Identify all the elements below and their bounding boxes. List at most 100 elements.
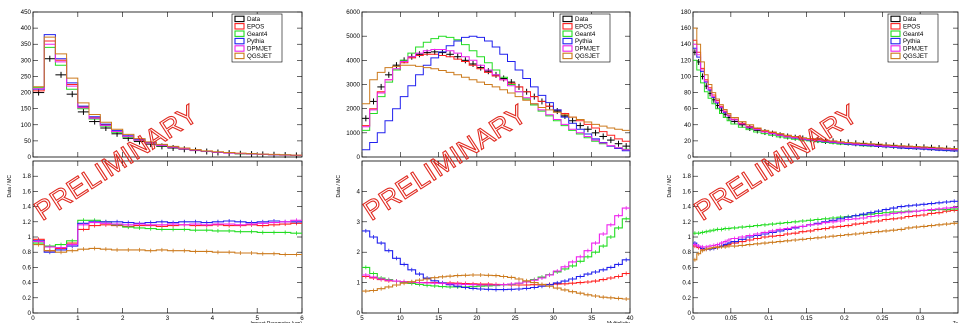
- legend-swatch-dpmjet: [890, 45, 901, 52]
- legend-swatch-epos: [890, 23, 901, 30]
- ratio-ytick-label: 1.4: [22, 204, 31, 211]
- legend-swatch-dpmjet: [234, 45, 245, 52]
- top-ytick-label: 80: [684, 90, 691, 97]
- top-ytick-label: 4000: [346, 57, 360, 64]
- ratio-geant4-line: [693, 208, 958, 234]
- legend-label-geant4: Geant4: [903, 31, 924, 38]
- preliminary-watermark: PRELIMINARY: [689, 99, 863, 227]
- ratio-ytick-label: 1.6: [682, 188, 691, 195]
- top-ytick-label: 140: [681, 41, 692, 48]
- legend-swatch-data: [890, 15, 901, 23]
- series-qgsjet-line: [362, 64, 630, 131]
- top-ytick-label: 0: [688, 154, 692, 161]
- legend-label-epos: EPOS: [575, 23, 592, 30]
- legend-label-data: Data: [247, 16, 261, 23]
- top-ytick-label: 60: [684, 106, 691, 113]
- top-ytick-label: 20: [684, 138, 691, 145]
- ratio-qgsjet-line: [33, 244, 302, 256]
- xtick-label: 0.3: [916, 315, 925, 322]
- top-ytick-label: 2000: [346, 106, 360, 113]
- legend-label-geant4: Geant4: [247, 31, 268, 38]
- top-ytick-label: 180: [681, 9, 692, 16]
- series-dpmjet-line: [362, 49, 630, 151]
- ratio-dpmjet-line: [33, 219, 302, 249]
- xtick-label: 30: [550, 315, 557, 322]
- top-ytick-label: 5000: [346, 33, 360, 40]
- impact-parameter-chart: 05010015020025030035040045000.20.40.60.8…: [7, 9, 304, 323]
- xtick-label: 0.15: [801, 315, 814, 322]
- top-ytick-label: 1000: [346, 130, 360, 137]
- legend-swatch-geant4: [890, 30, 901, 37]
- top-ytick-label: 6000: [346, 9, 360, 16]
- legend-swatch-data: [234, 15, 245, 23]
- legend-swatch-dpmjet: [562, 45, 573, 52]
- xtick-label: 35: [588, 315, 595, 322]
- top-ytick-label: 400: [21, 25, 32, 32]
- ratio-ytick-label: 1: [688, 234, 692, 241]
- xtick-label: 0.25: [876, 315, 889, 322]
- legend-swatch-pythia: [562, 37, 573, 45]
- top-ytick-label: 100: [681, 73, 692, 80]
- ratio-ytick-label: 1.8: [682, 173, 691, 180]
- legend-label-pythia: Pythia: [903, 38, 921, 45]
- legend-label-data: Data: [575, 16, 589, 23]
- third-chart: 0 20 40 60 80 100 120 140 160 180 0 0.2 0.4 0.6 0.8 1 1.…: [667, 9, 959, 323]
- top-ytick-label: 300: [21, 57, 32, 64]
- ratio-ytick-label: 2: [357, 249, 361, 256]
- legend-label-dpmjet: DPMJET: [575, 46, 600, 53]
- ratio-y-axis-title: Data / MC: [667, 175, 673, 198]
- legend-swatch-qgsjet: [562, 52, 573, 60]
- xtick-label: 2: [121, 315, 125, 322]
- ratio-dpmjet-line: [693, 206, 958, 248]
- ratio-ytick-label: 0.8: [682, 249, 691, 256]
- legend-label-qgsjet: QGSJET: [575, 53, 600, 60]
- ratio-frame: [361, 160, 631, 314]
- xtick-label: 5: [255, 315, 259, 322]
- ratio-ytick-label: 1.2: [22, 219, 31, 226]
- preliminary-watermark: PRELIMINARY: [29, 99, 203, 227]
- top-ytick-label: 50: [24, 138, 31, 145]
- x-axis-title: Ta: [953, 321, 959, 323]
- top-ytick-label: 200: [21, 90, 32, 97]
- xtick-label: 0.05: [725, 315, 738, 322]
- ratio-qgsjet-line: [362, 274, 630, 300]
- legend-label-qgsjet: QGSJET: [247, 53, 272, 60]
- ratio-ytick-label: 1: [357, 280, 361, 287]
- legend-label-epos: EPOS: [247, 23, 264, 30]
- ratio-qgsjet-line: [693, 222, 958, 261]
- legend-swatch-qgsjet: [890, 52, 901, 60]
- preliminary-watermark: PRELIMINARY: [358, 99, 532, 227]
- xtick-label: 5: [360, 315, 364, 322]
- legend-label-dpmjet: DPMJET: [247, 46, 272, 53]
- xtick-label: 0: [691, 315, 695, 322]
- xtick-label: 10: [397, 315, 404, 322]
- xtick-label: 20: [473, 315, 480, 322]
- legend-swatch-qgsjet: [234, 52, 245, 60]
- legend-label-pythia: Pythia: [247, 38, 265, 45]
- legend-label-qgsjet: QGSJET: [903, 53, 928, 60]
- ratio-ytick-label: 4: [357, 188, 361, 195]
- ratio-ytick-label: 0.6: [682, 264, 691, 271]
- ratio-pythia-line: [362, 230, 630, 291]
- top-ytick-label: 100: [21, 122, 32, 129]
- xtick-label: 6: [300, 315, 304, 322]
- ratio-ytick-label: 1.6: [22, 188, 31, 195]
- top-ytick-label: 250: [21, 73, 32, 80]
- ratio-ytick-label: 1: [28, 234, 32, 241]
- top-ytick-label: 450: [21, 9, 32, 16]
- ratio-ytick-label: 1.8: [22, 173, 31, 180]
- x-axis-title: Multiplicity: [607, 321, 631, 323]
- top-ytick-label: 3000: [346, 82, 360, 89]
- ratio-ytick-label: 1.4: [682, 204, 691, 211]
- ratio-y-axis-title: Data / MC: [336, 175, 342, 198]
- xtick-label: 25: [512, 315, 519, 322]
- top-ytick-label: 160: [681, 25, 692, 32]
- ratio-ytick-label: 0: [688, 310, 692, 317]
- top-frame: [692, 11, 959, 158]
- top-ytick-label: 0: [357, 154, 361, 161]
- legend-swatch-geant4: [234, 30, 245, 37]
- top-ytick-label: 150: [21, 106, 32, 113]
- series-qgsjet-line: [33, 36, 302, 156]
- series-pythia-line: [362, 35, 630, 152]
